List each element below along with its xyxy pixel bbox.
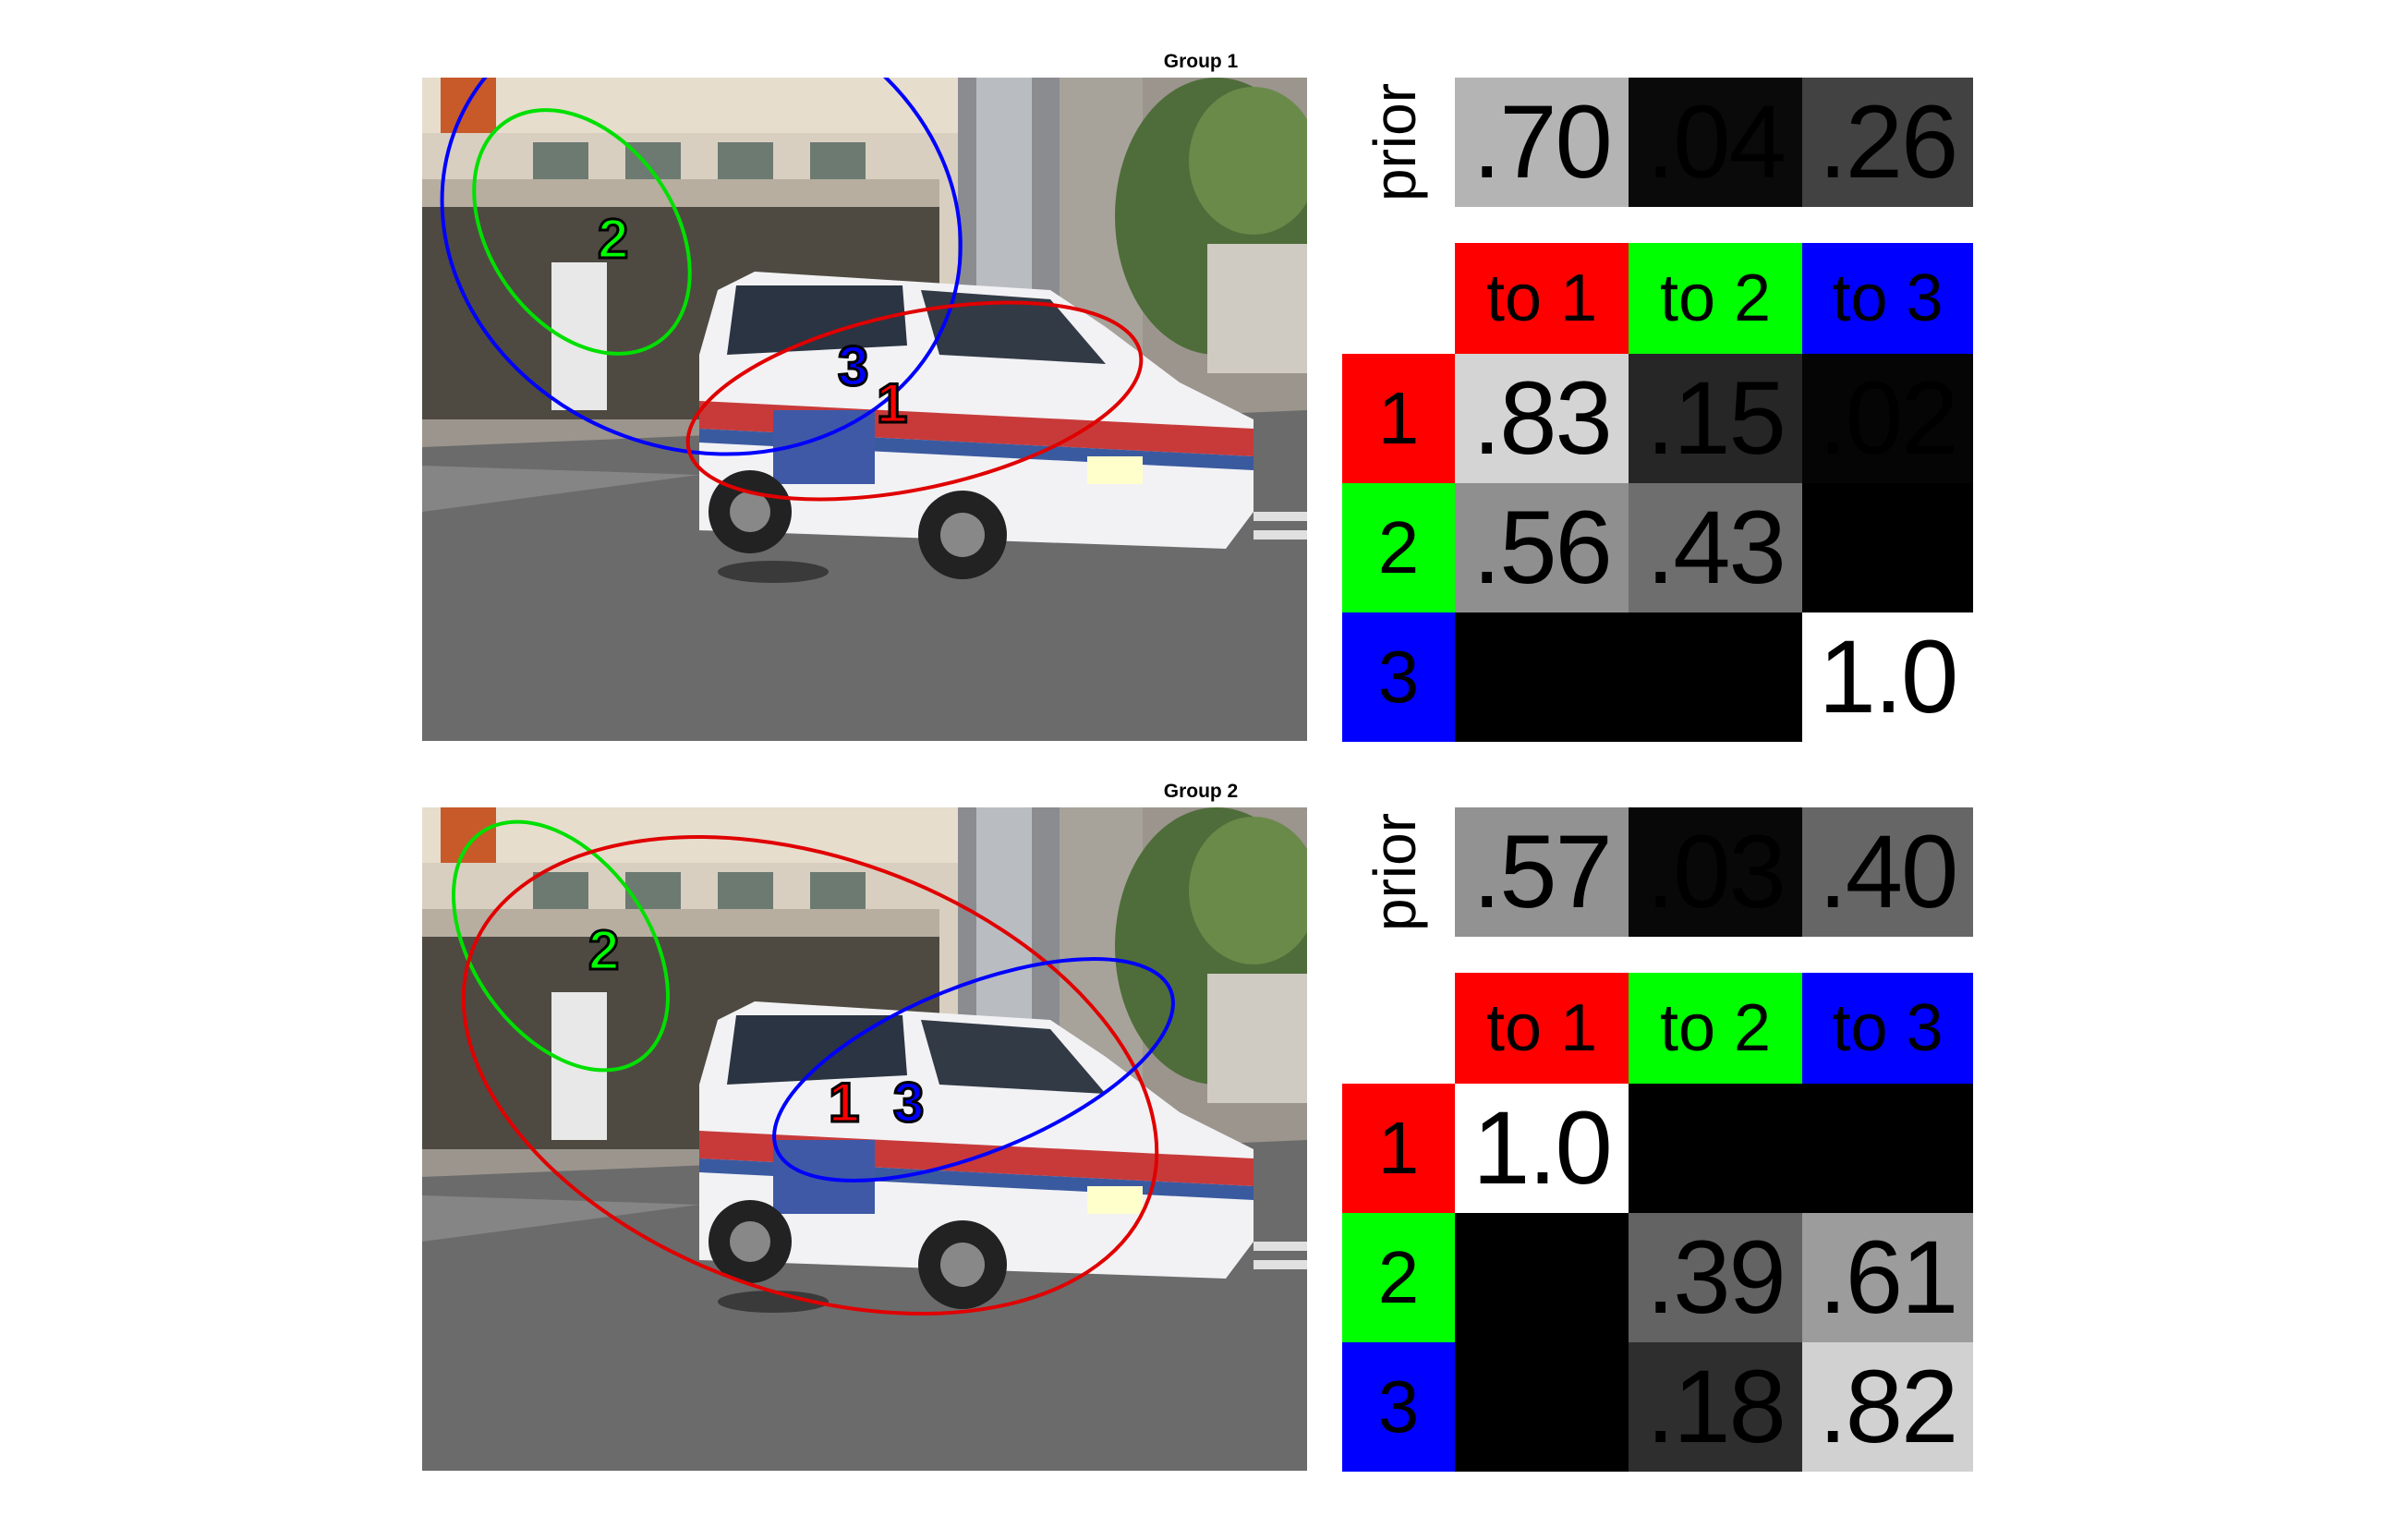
prior-cell: .04 bbox=[1629, 78, 1802, 207]
transition-cell bbox=[1629, 1084, 1802, 1213]
street-scene-image: 2 3 1 bbox=[422, 0, 1318, 741]
row-label-3: 3 bbox=[1342, 612, 1455, 742]
transition-cell: 1.0 bbox=[1802, 612, 1973, 742]
cluster-label-2: 2 bbox=[587, 918, 620, 983]
transition-cell: .02 bbox=[1802, 354, 1973, 483]
prior-cell: .57 bbox=[1455, 807, 1629, 937]
transition-cell bbox=[1802, 1084, 1973, 1213]
transition-cell bbox=[1455, 612, 1629, 742]
prior-cell: .70 bbox=[1455, 78, 1629, 207]
prior-cell: .26 bbox=[1802, 78, 1973, 207]
cluster-label-1: 1 bbox=[875, 371, 908, 436]
scene-drawing bbox=[422, 0, 1318, 741]
transition-cell: .83 bbox=[1455, 354, 1629, 483]
column-header-to-1: to 1 bbox=[1455, 243, 1629, 354]
column-header-to-1: to 1 bbox=[1455, 973, 1629, 1084]
prior-cell: .03 bbox=[1629, 807, 1802, 937]
row-label-1: 1 bbox=[1342, 1084, 1455, 1213]
prior-label: prior bbox=[1362, 812, 1428, 932]
prior-cell: .40 bbox=[1802, 807, 1973, 937]
transition-cell: .18 bbox=[1629, 1342, 1802, 1472]
cluster-label-3: 3 bbox=[891, 1071, 925, 1135]
group-title: Group 1 bbox=[1163, 51, 1239, 72]
transition-cell: .43 bbox=[1629, 483, 1802, 612]
transition-cell: .61 bbox=[1802, 1213, 1973, 1342]
column-header-to-3: to 3 bbox=[1802, 973, 1973, 1084]
transition-cell: 1.0 bbox=[1455, 1084, 1629, 1213]
row-label-2: 2 bbox=[1342, 483, 1455, 612]
transition-cell bbox=[1455, 1213, 1629, 1342]
cluster-label-1: 1 bbox=[827, 1071, 860, 1135]
row-label-3: 3 bbox=[1342, 1342, 1455, 1472]
row-label-1: 1 bbox=[1342, 354, 1455, 483]
transition-cell bbox=[1802, 483, 1973, 612]
transition-cell: .15 bbox=[1629, 354, 1802, 483]
street-scene-image: 2 1 3 bbox=[422, 807, 1318, 1471]
row-label-2: 2 bbox=[1342, 1213, 1455, 1342]
transition-cell bbox=[1629, 612, 1802, 742]
column-header-to-2: to 2 bbox=[1629, 973, 1802, 1084]
cluster-label-2: 2 bbox=[596, 207, 629, 272]
transition-cell: .82 bbox=[1802, 1342, 1973, 1472]
scene-drawing bbox=[422, 807, 1318, 1471]
column-header-to-3: to 3 bbox=[1802, 243, 1973, 354]
column-header-to-2: to 2 bbox=[1629, 243, 1802, 354]
transition-cell bbox=[1455, 1342, 1629, 1472]
prior-label: prior bbox=[1362, 82, 1428, 202]
cluster-label-3: 3 bbox=[836, 334, 869, 399]
group-title: Group 2 bbox=[1163, 781, 1239, 802]
transition-cell: .39 bbox=[1629, 1213, 1802, 1342]
transition-cell: .56 bbox=[1455, 483, 1629, 612]
